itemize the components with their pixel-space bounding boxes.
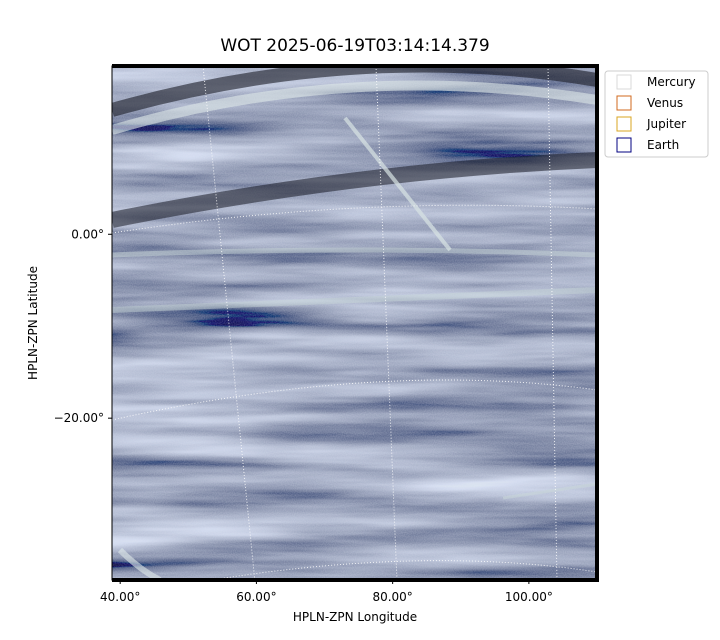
x-tick-label: 100.00° <box>505 590 553 604</box>
image <box>112 66 597 580</box>
chart-title: WOT 2025-06-19T03:14:14.379 <box>220 36 489 56</box>
legend-label: Venus <box>647 96 683 110</box>
image-edge <box>112 64 599 582</box>
x-tick-label: 80.00° <box>372 590 412 604</box>
y-tick-label: 0.00° <box>71 227 104 241</box>
x-tick-label: 40.00° <box>100 590 140 604</box>
legend <box>604 70 709 158</box>
legend-swatch <box>616 95 632 111</box>
legend-label: Earth <box>647 138 679 152</box>
y-axis-label: HPLN-ZPN Latitude <box>26 266 40 380</box>
legend-label: Jupiter <box>646 117 686 131</box>
legend-swatch <box>616 74 632 90</box>
legend-frame <box>604 70 709 158</box>
x-tick-label: 60.00° <box>236 590 276 604</box>
x-axis-label: HPLN-ZPN Longitude <box>293 610 417 624</box>
legend-label: Mercury <box>647 75 696 89</box>
y-tick-label: −20.00° <box>54 411 104 425</box>
legend-swatch <box>616 137 632 153</box>
legend-swatch <box>616 116 632 132</box>
